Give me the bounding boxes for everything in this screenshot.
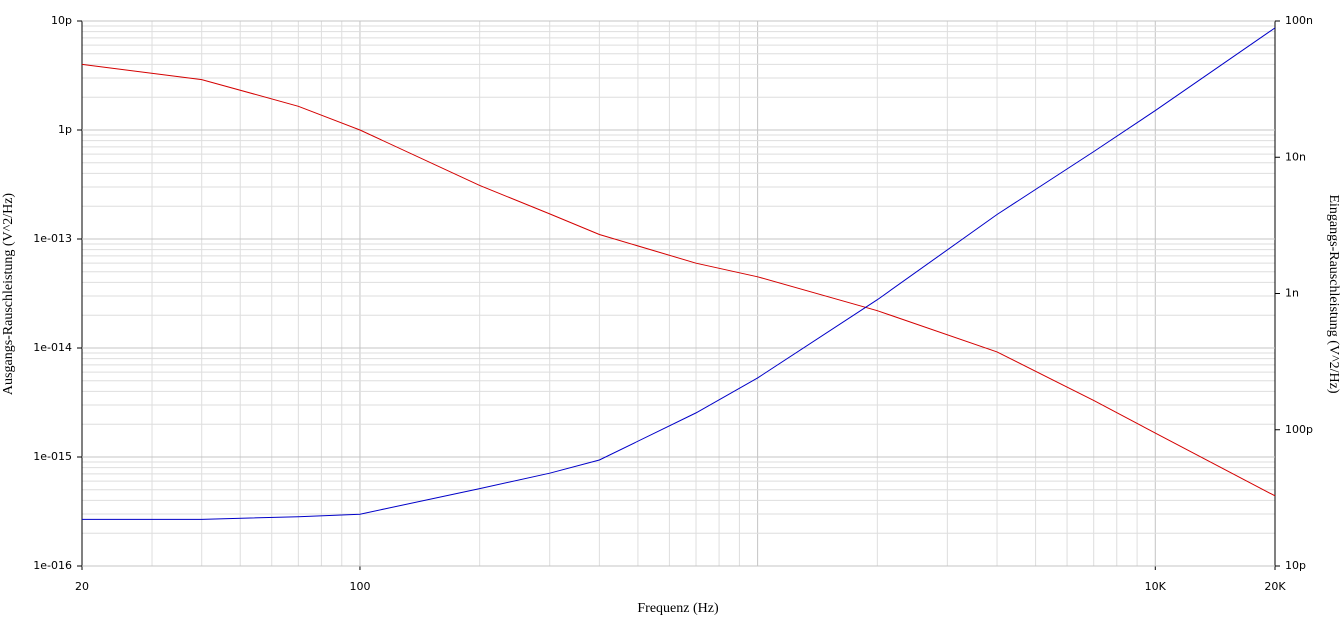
series-line [82,27,1276,520]
y-tick-label: 1p [58,123,72,136]
y-axis-label: Ausgangs-Rauschleistung (V^2/Hz) [1,193,16,395]
y2-tick-label: 100n [1285,14,1313,27]
y-tick-label: 1e-016 [33,559,72,572]
y-tick-label: 1e-014 [33,341,72,354]
y2-tick-label: 1n [1285,287,1299,300]
x-axis-label: Frequenz (Hz) [637,601,719,616]
y-tick-label: 1e-015 [33,450,72,463]
y2-tick-label: 10n [1285,150,1306,163]
y-tick-label: 10p [51,14,72,27]
x-tick-label: 20 [75,580,89,593]
x-tick-label: 20K [1264,580,1286,593]
y2-axis-label: Eingangs-Rauschleistung (V^2/Hz) [1326,194,1341,393]
y-tick-label: 1e-013 [33,232,72,245]
y2-tick-label: 10p [1285,559,1306,572]
series-line [81,63,1276,497]
y2-tick-label: 100p [1285,423,1313,436]
x-tick-label: 100 [349,580,370,593]
x-tick-label: 10K [1145,580,1167,593]
